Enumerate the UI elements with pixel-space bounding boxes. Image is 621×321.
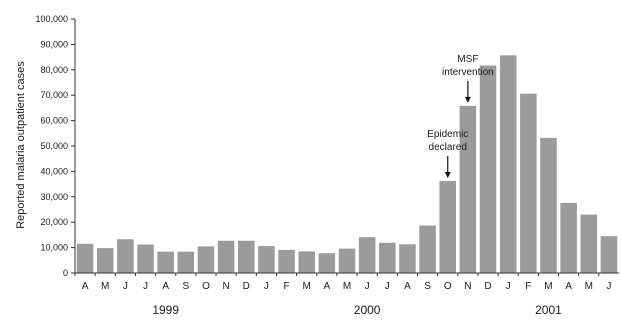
y-tick-label: 20,000 bbox=[40, 217, 68, 227]
annotation-arrowhead bbox=[444, 172, 451, 179]
annotation-text: declared bbox=[429, 142, 467, 153]
x-tick-label: M bbox=[303, 281, 311, 292]
bar bbox=[439, 181, 457, 273]
bar bbox=[258, 246, 275, 273]
bar bbox=[197, 246, 215, 273]
x-tick-label: J bbox=[123, 281, 128, 292]
bar bbox=[358, 237, 376, 273]
y-tick-label: 40,000 bbox=[40, 166, 68, 176]
x-tick-label: J bbox=[385, 281, 390, 292]
y-tick-label: 0 bbox=[63, 268, 68, 278]
year-label: 2001 bbox=[535, 303, 562, 317]
bar bbox=[217, 240, 235, 273]
x-tick-label: J bbox=[365, 281, 370, 292]
year-label: 1999 bbox=[152, 303, 179, 317]
x-tick-label: F bbox=[525, 281, 531, 292]
x-tick-label: S bbox=[182, 281, 189, 292]
y-tick-label: 100,000 bbox=[35, 14, 68, 24]
bar bbox=[399, 244, 416, 273]
bar bbox=[278, 249, 295, 273]
x-tick-label: A bbox=[162, 281, 169, 292]
x-tick-label: M bbox=[585, 281, 593, 292]
y-tick-label: 80,000 bbox=[40, 65, 68, 75]
bar bbox=[96, 248, 114, 273]
bar bbox=[318, 253, 336, 273]
x-tick-label: A bbox=[565, 281, 572, 292]
annotation-text: Epidemic bbox=[427, 129, 468, 140]
x-tick-label: D bbox=[243, 281, 250, 292]
bar bbox=[338, 248, 356, 273]
year-labels: 1999 2000 2001 bbox=[152, 303, 562, 317]
x-tick-label: N bbox=[464, 281, 471, 292]
x-tick-label: O bbox=[202, 281, 210, 292]
bar bbox=[600, 236, 618, 273]
bar bbox=[459, 105, 477, 273]
x-tick-label: A bbox=[82, 281, 89, 292]
x-tick-label: J bbox=[606, 281, 611, 292]
bar bbox=[379, 242, 396, 273]
annotation-arrowhead bbox=[464, 96, 471, 103]
y-tick-label: 60,000 bbox=[40, 116, 68, 126]
year-label: 2000 bbox=[354, 303, 381, 317]
x-tick-label: J bbox=[506, 281, 511, 292]
x-tick-label: D bbox=[484, 281, 491, 292]
y-tick-label: 30,000 bbox=[40, 192, 68, 202]
bar bbox=[177, 251, 195, 273]
bar bbox=[419, 225, 436, 273]
y-axis-ticks: 0 10,000 20,000 30,000 40,000 50,000 60,000 70,… bbox=[35, 14, 75, 278]
x-tick-label: M bbox=[544, 281, 552, 292]
y-tick-label: 70,000 bbox=[40, 90, 68, 100]
bars bbox=[76, 55, 618, 274]
bar bbox=[479, 65, 497, 274]
y-tick-label: 50,000 bbox=[40, 141, 68, 151]
bar bbox=[117, 239, 134, 273]
annotations: Epidemic declared MSF intervention bbox=[427, 54, 494, 179]
bar bbox=[580, 214, 598, 273]
x-tick-label: O bbox=[444, 281, 452, 292]
x-tick-label: J bbox=[264, 281, 269, 292]
x-tick-label: A bbox=[404, 281, 411, 292]
y-tick-label: 10,000 bbox=[40, 243, 68, 253]
x-tick-label: M bbox=[101, 281, 109, 292]
y-tick-label: 90,000 bbox=[40, 39, 68, 49]
bar bbox=[540, 137, 557, 273]
x-tick-label: M bbox=[343, 281, 351, 292]
x-tick-label: A bbox=[324, 281, 331, 292]
axes bbox=[74, 19, 619, 274]
bar bbox=[157, 251, 174, 273]
bar bbox=[560, 202, 577, 273]
bar bbox=[499, 55, 517, 274]
annotation-text: intervention bbox=[442, 67, 494, 78]
x-tick-label: F bbox=[284, 281, 290, 292]
x-tick-label: S bbox=[424, 281, 431, 292]
bar bbox=[298, 251, 315, 273]
bar bbox=[137, 244, 154, 273]
bar bbox=[520, 93, 537, 274]
bar bbox=[237, 240, 255, 273]
x-tick-label: N bbox=[222, 281, 229, 292]
y-axis-label: Reported malaria outpatient cases bbox=[15, 61, 27, 229]
bar bbox=[76, 243, 94, 273]
annotation-text: MSF bbox=[457, 54, 478, 65]
x-tick-label: J bbox=[143, 281, 148, 292]
